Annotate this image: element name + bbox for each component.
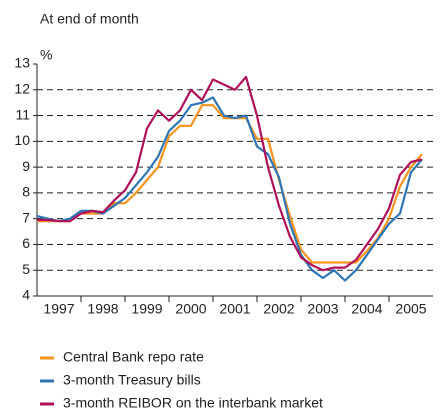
x-tick-label: 2000 — [175, 301, 206, 317]
x-tick-label: 2002 — [263, 301, 294, 317]
x-tick-label: 1999 — [131, 301, 162, 317]
y-tick-label: 9 — [22, 158, 30, 174]
y-tick-label: 13 — [14, 55, 30, 71]
y-tick-label: 7 — [22, 209, 30, 225]
y-tick-label: 11 — [15, 106, 30, 122]
x-tick-label: 2003 — [307, 301, 338, 317]
x-tick-label: 2005 — [395, 301, 426, 317]
chart-title: At end of month — [40, 11, 139, 27]
x-tick-label: 1998 — [87, 301, 118, 317]
y-tick-label: 5 — [22, 261, 30, 277]
series-line — [37, 104, 423, 264]
y-unit: % — [40, 47, 52, 63]
y-tick-label: 4 — [22, 287, 30, 303]
y-tick-label: 8 — [22, 184, 30, 200]
legend-label: Central Bank repo rate — [63, 349, 204, 365]
legend-label: 3-month REIBOR on the interbank market — [63, 395, 323, 411]
y-tick-label: 6 — [22, 235, 30, 251]
series-line — [37, 75, 423, 272]
x-tick-label: 2001 — [219, 301, 250, 317]
legend-label: 3-month Treasury bills — [63, 372, 201, 388]
y-tick-label: 12 — [14, 80, 30, 96]
y-tick-label: 10 — [14, 132, 30, 148]
x-tick-label: 1997 — [43, 301, 74, 317]
x-tick-label: 2004 — [351, 301, 382, 317]
